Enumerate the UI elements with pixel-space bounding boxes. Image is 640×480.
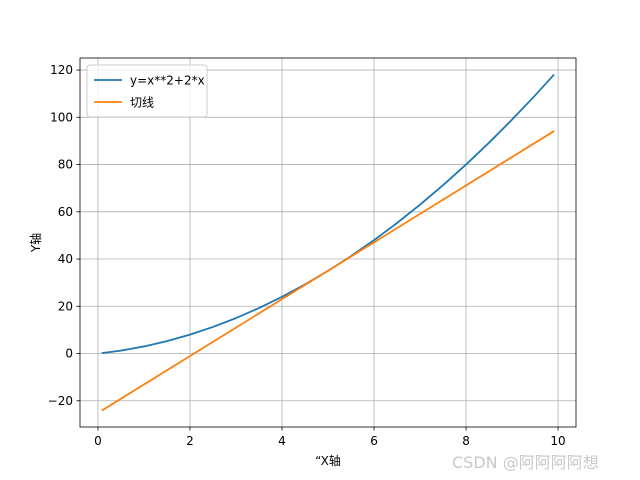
axes-frame (79, 57, 577, 428)
x-tick-label: 2 (186, 434, 194, 448)
x-tick-label: 6 (370, 434, 378, 448)
watermark: CSDN @阿阿阿阿想 (452, 453, 599, 472)
x-tick-label: 10 (550, 434, 565, 448)
y-tick-label: 120 (50, 63, 73, 77)
y-tick-label: 60 (58, 205, 73, 219)
plot-lines (101, 73, 555, 412)
x-tick-label: 4 (278, 434, 286, 448)
legend-label: 切线 (130, 96, 154, 110)
y-tick-label: 20 (58, 299, 73, 313)
y-tick-label: 80 (58, 158, 73, 172)
legend-label: y=x**2+2*x (130, 74, 205, 88)
series-line-2 (101, 130, 555, 412)
ticks: 0 2 4 6 8 10 −20 0 20 40 60 80 100 120 (48, 63, 566, 448)
x-tick-label: 0 (94, 434, 102, 448)
grid (80, 58, 576, 427)
y-tick-label: 0 (65, 347, 73, 361)
y-axis-label: Y轴 (28, 233, 43, 253)
x-axis-label: “X轴 (315, 453, 341, 468)
y-tick-label: −20 (48, 394, 73, 408)
x-tick-label: 8 (462, 434, 470, 448)
legend-box (86, 64, 208, 118)
y-tick-label: 40 (58, 252, 73, 266)
legend: y=x**2+2*x 切线 (86, 64, 208, 118)
y-tick-label: 100 (50, 110, 73, 124)
